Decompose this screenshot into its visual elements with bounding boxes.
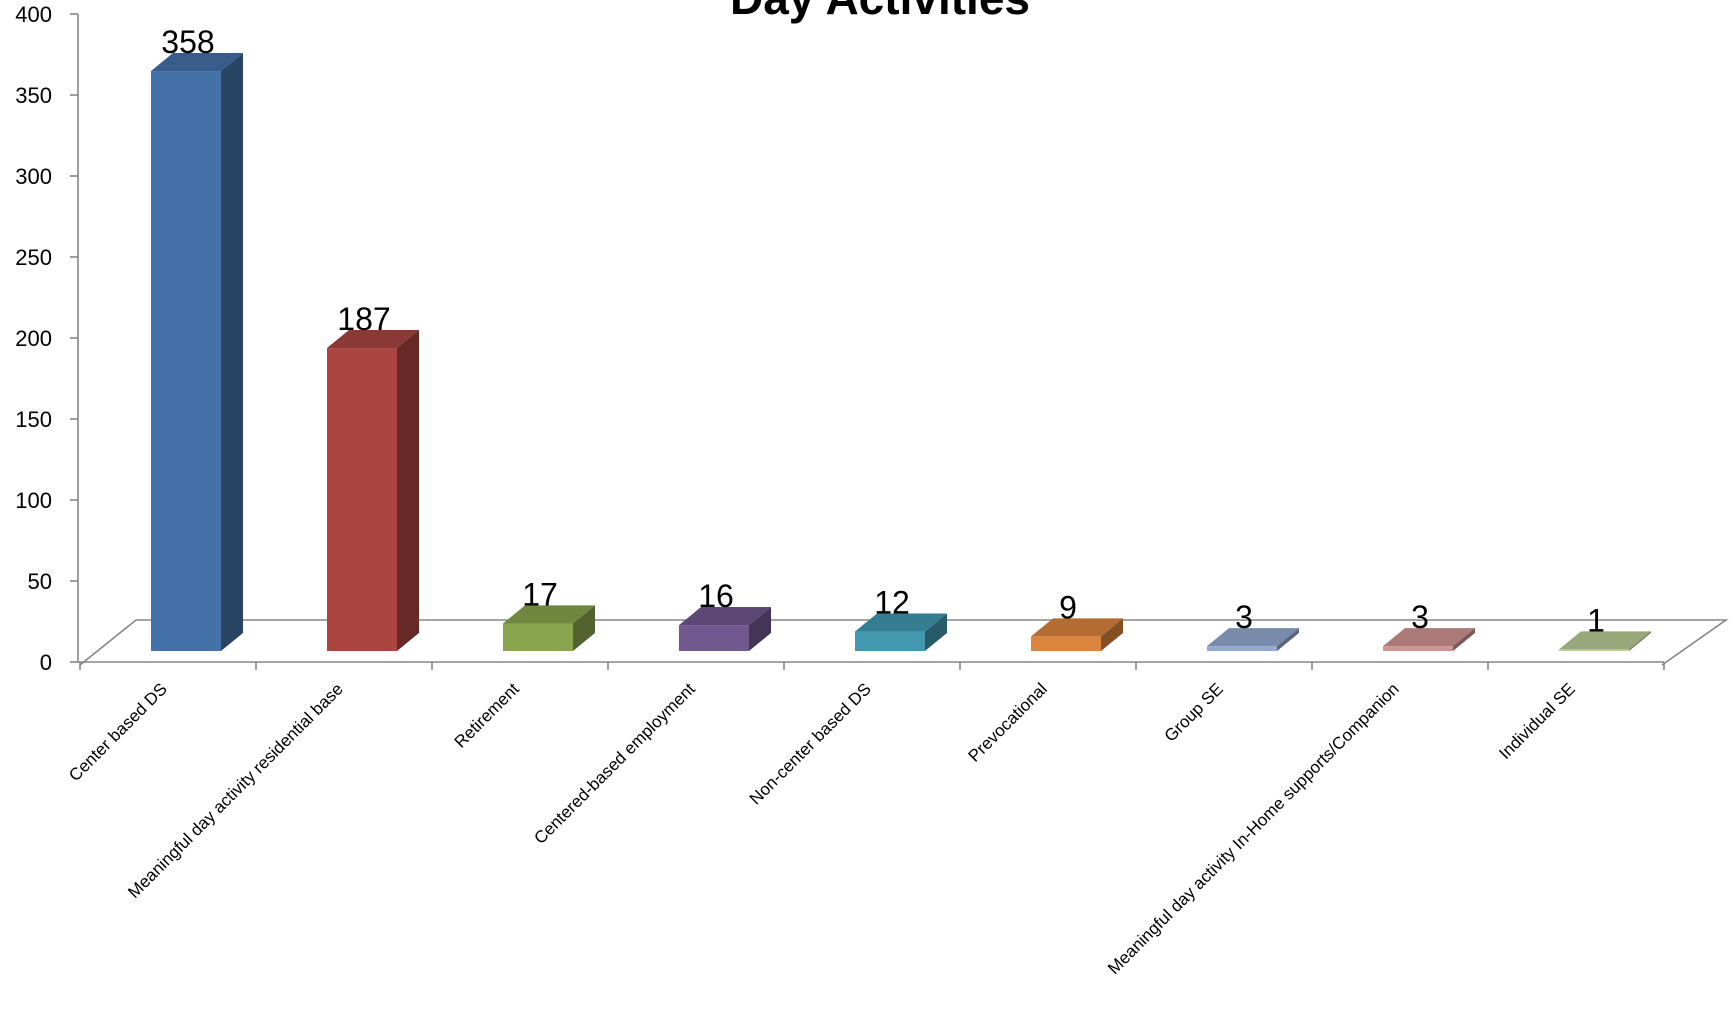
bar-top-centered-based-employment — [679, 607, 771, 626]
data-label-retirement: 17 — [522, 576, 558, 612]
bar-side-centered-based-employment — [749, 607, 771, 651]
bar-front-prevocational — [1031, 636, 1101, 651]
data-label-meaningful-day-activity-residential-base: 187 — [337, 301, 390, 337]
bar-retirement — [503, 605, 595, 651]
y-tick-label: 350 — [15, 83, 52, 108]
bar-side-meaningful-day-activity-residential-base — [397, 330, 419, 651]
x-tick-label-meaningful-day-activity-in-home-supports-companion: Meaningful day activity In-Home supports… — [1104, 679, 1403, 978]
bar-side-individual-se — [1629, 631, 1651, 651]
bar-side-non-center-based-ds — [925, 613, 947, 651]
bar-front-centered-based-employment — [679, 625, 749, 651]
bar-top-individual-se — [1559, 631, 1651, 650]
bar-meaningful-day-activity-residential-base — [327, 330, 419, 651]
x-tick-label-retirement: Retirement — [451, 679, 523, 751]
bar-top-retirement — [503, 605, 595, 624]
data-label-non-center-based-ds: 12 — [874, 585, 910, 621]
bar-top-meaningful-day-activity-residential-base — [327, 330, 419, 349]
data-label-individual-se: 1 — [1587, 602, 1605, 638]
bar-non-center-based-ds — [855, 613, 947, 651]
chart-title: Day Activities — [730, 0, 1030, 24]
bar-centered-based-employment — [679, 607, 771, 651]
bar-front-meaningful-day-activity-in-home-supports-companion — [1383, 646, 1453, 651]
data-label-prevocational: 9 — [1059, 589, 1077, 625]
bar-group-se — [1207, 628, 1299, 651]
bar-top-center-based-ds — [151, 53, 243, 72]
bar-front-group-se — [1207, 646, 1277, 651]
data-labels: 358 187 17 16 12 9 3 3 1 — [161, 24, 1605, 638]
bar-side-meaningful-day-activity-in-home-supports-companion — [1453, 628, 1475, 651]
bar-front-non-center-based-ds — [855, 631, 925, 651]
bar-prevocational — [1031, 618, 1123, 651]
data-label-centered-based-employment: 16 — [698, 578, 734, 614]
bar-individual-se — [1559, 631, 1651, 651]
x-tick-label-individual-se: Individual SE — [1495, 679, 1579, 763]
bar-top-group-se — [1207, 628, 1299, 647]
bar-side-center-based-ds — [221, 53, 243, 651]
bar-center-based-ds — [151, 53, 243, 652]
x-tick-label-prevocational: Prevocational — [965, 679, 1051, 765]
bar-top-non-center-based-ds — [855, 613, 947, 632]
bar-side-retirement — [573, 605, 595, 651]
bar-series — [151, 53, 1651, 652]
y-tick-label: 200 — [15, 326, 52, 351]
y-tick-label: 50 — [28, 569, 52, 594]
bar-side-group-se — [1277, 628, 1299, 651]
y-tick-label: 250 — [15, 245, 52, 270]
x-tick-label-centered-based-employment: Centered-based employment — [530, 679, 699, 848]
x-tick-label-center-based-ds: Center based DS — [65, 679, 171, 785]
y-axis: 0 50 100 150 200 250 300 350 400 — [15, 2, 79, 675]
y-tick-label: 0 — [40, 650, 52, 675]
bar-side-prevocational — [1101, 618, 1123, 651]
bar-front-center-based-ds — [151, 71, 221, 652]
y-tick-label: 400 — [15, 2, 52, 27]
y-tick-label: 300 — [15, 164, 52, 189]
bar-top-meaningful-day-activity-in-home-supports-companion — [1383, 628, 1475, 647]
y-tick-label: 150 — [15, 407, 52, 432]
x-tick-label-meaningful-day-activity-residential-base: Meaningful day activity residential base — [124, 679, 347, 902]
x-tick-label-non-center-based-ds: Non-center based DS — [746, 679, 875, 808]
data-label-center-based-ds: 358 — [161, 24, 214, 60]
bar-top-prevocational — [1031, 618, 1123, 637]
bar-meaningful-day-activity-in-home-supports-companion — [1383, 628, 1475, 651]
data-label-group-se: 3 — [1235, 599, 1253, 635]
bar-front-retirement — [503, 623, 573, 651]
y-tick-label: 100 — [15, 488, 52, 513]
x-tick-label-group-se: Group SE — [1161, 679, 1227, 745]
bar-front-individual-se — [1559, 649, 1629, 651]
data-label-meaningful-day-activity-in-home-supports-companion: 3 — [1411, 599, 1429, 635]
bar-front-meaningful-day-activity-residential-base — [327, 348, 397, 651]
